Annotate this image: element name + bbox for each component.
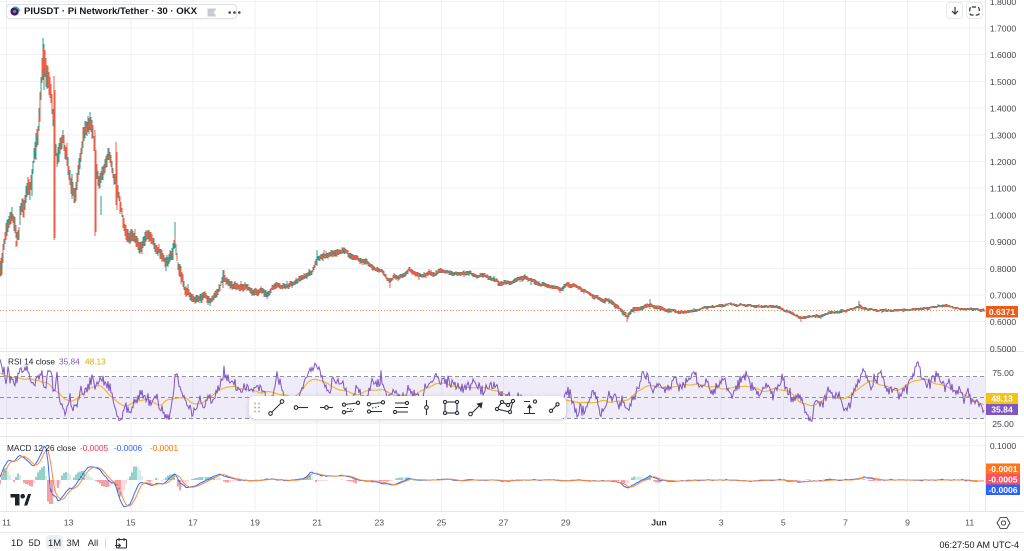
svg-text:7: 7 — [843, 518, 848, 528]
svg-text:-0.0005: -0.0005 — [80, 443, 109, 453]
svg-text:0.7000: 0.7000 — [990, 291, 1017, 301]
svg-text:Jun: Jun — [651, 518, 666, 528]
svg-text:27: 27 — [499, 518, 509, 528]
svg-text:-0.0006: -0.0006 — [114, 443, 143, 453]
svg-text:75.00: 75.00 — [992, 368, 1014, 378]
svg-text:11: 11 — [965, 518, 974, 528]
svg-text:1.1000: 1.1000 — [990, 184, 1017, 194]
svg-text:1.6000: 1.6000 — [990, 50, 1017, 60]
svg-text:35.84: 35.84 — [991, 405, 1013, 415]
svg-text:RSI 14 close: RSI 14 close — [8, 356, 55, 366]
svg-text:15: 15 — [126, 518, 136, 528]
svg-text:13: 13 — [64, 518, 74, 528]
svg-text:0.8000: 0.8000 — [990, 264, 1017, 274]
svg-text:48.13: 48.13 — [85, 356, 106, 366]
svg-text:17: 17 — [188, 518, 198, 528]
svg-text:1.8000: 1.8000 — [990, 0, 1017, 7]
svg-text:0.5000: 0.5000 — [990, 344, 1017, 354]
svg-text:19: 19 — [250, 518, 260, 528]
svg-text:0.6000: 0.6000 — [990, 317, 1017, 327]
svg-text:-0.0005: -0.0005 — [988, 475, 1017, 485]
svg-text:-0.0006: -0.0006 — [988, 485, 1017, 495]
svg-text:29: 29 — [561, 518, 571, 528]
svg-text:1.5000: 1.5000 — [990, 77, 1017, 87]
svg-text:11: 11 — [2, 518, 11, 528]
svg-text:0.1000: 0.1000 — [990, 441, 1017, 451]
svg-text:1.3000: 1.3000 — [990, 130, 1017, 140]
svg-text:48.13: 48.13 — [991, 394, 1013, 404]
svg-text:-0.0001: -0.0001 — [988, 464, 1017, 474]
svg-text:23: 23 — [374, 518, 384, 528]
svg-text:1.7000: 1.7000 — [990, 24, 1017, 34]
svg-text:1.4000: 1.4000 — [990, 104, 1017, 114]
svg-text:0.9000: 0.9000 — [990, 237, 1017, 247]
svg-text:9: 9 — [905, 518, 910, 528]
svg-text:MACD 12 26 close: MACD 12 26 close — [7, 443, 77, 453]
svg-text:1.2000: 1.2000 — [990, 157, 1017, 167]
svg-text:1.0000: 1.0000 — [990, 210, 1017, 220]
svg-text:0.6371: 0.6371 — [989, 307, 1016, 317]
svg-text:35.84: 35.84 — [59, 356, 80, 366]
svg-text:25: 25 — [437, 518, 447, 528]
svg-text:25.00: 25.00 — [992, 419, 1014, 429]
svg-text:5: 5 — [781, 518, 786, 528]
svg-text:3: 3 — [719, 518, 724, 528]
svg-text:21: 21 — [312, 518, 322, 528]
svg-text:-0.0001: -0.0001 — [150, 443, 179, 453]
